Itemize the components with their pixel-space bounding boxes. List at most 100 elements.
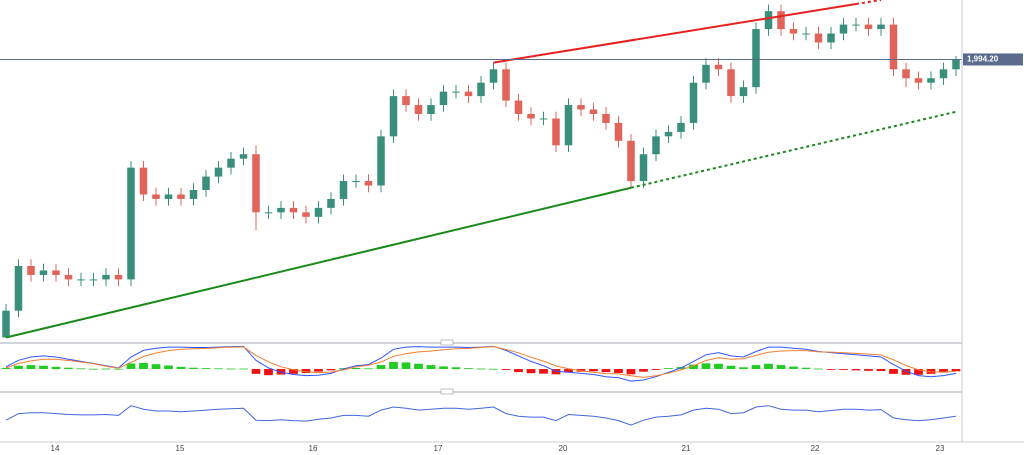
trendline [855,0,882,6]
candle-body [827,33,835,43]
histogram-bar [114,368,123,370]
histogram-bar [664,368,673,370]
candle-body [227,158,235,168]
last-price-tag [963,53,1023,66]
histogram-bar [39,365,48,370]
histogram-bar [26,365,36,370]
candle-body [302,212,310,217]
panel-separator[interactable] [0,391,962,393]
candle-body [477,82,485,97]
histogram-bar [501,369,511,370]
candle-body [89,279,98,281]
trendline [5,186,632,339]
candle-body [752,29,760,88]
histogram-bar [689,364,698,370]
histogram-bar [189,367,198,370]
histogram-bar [326,369,336,371]
histogram-bar [564,369,573,373]
histogram-bar [826,369,836,370]
trendline [630,110,957,189]
trendline [493,3,857,64]
histogram-bar [714,363,723,370]
candle-body [552,118,560,146]
candle-body [114,274,123,280]
candle-body [839,24,848,34]
candle-body [539,118,548,120]
histogram-bar [626,369,636,375]
candle-body [564,105,573,146]
candle-body [739,87,748,97]
histogram-bar [414,363,423,370]
candle-body [902,69,910,79]
candle-body [139,167,148,195]
candle-body [952,59,960,70]
candle-body [189,190,198,199]
histogram-bar [351,367,361,370]
x-tick-label: 22 [811,444,820,453]
candle-body [714,64,723,70]
histogram-bar [364,368,373,370]
candle-body [664,131,673,137]
x-tick-label: 15 [176,444,185,453]
histogram-bar [639,369,648,372]
histogram-bar [14,365,23,370]
histogram-bar [239,368,248,370]
histogram-bar [139,362,148,370]
histogram-bar [451,367,461,370]
histogram-bar [526,369,536,374]
candle-body [427,105,435,114]
candle-body [389,96,398,137]
histogram-bar [51,366,61,370]
candle-body [339,181,348,199]
separator-handle[interactable] [440,388,454,395]
candle-body [514,100,523,114]
candle-body [939,69,948,79]
candle-body [777,11,785,30]
histogram-bar [389,362,398,370]
overlay-layer: 1,994.20 14 15 16 17 20 21 22 23 [51,53,1023,453]
candle-body [689,82,698,123]
x-tick-label: 23 [936,444,945,453]
candle-body [102,274,110,280]
histogram-bar [614,369,623,373]
candle-body [164,194,173,199]
panel-separator[interactable] [0,342,962,344]
histogram-bar [426,365,436,370]
histogram-bar [89,368,98,370]
candle-body [864,24,873,30]
candle-body [502,69,510,101]
candle-body [439,91,448,106]
candle-body [127,167,135,280]
candle-body [214,167,223,177]
histogram-bar [464,368,473,370]
histogram-bar [839,369,848,370]
histogram-bar [439,366,448,370]
candle-body [14,266,23,311]
candle-body [52,270,60,275]
candle-body [264,212,273,214]
candle-body [489,69,498,83]
histogram-bar [201,368,211,370]
histogram-bar [789,366,798,370]
candle-body [2,310,10,338]
histogram-bar [289,369,298,374]
last-price-label: 1,994.20 [967,55,999,64]
x-tick-label: 16 [309,444,318,453]
candle-body [364,181,373,186]
candle-body [352,181,360,183]
histogram-bar [814,368,823,370]
histogram-bar [901,369,911,375]
candle-body [277,207,285,213]
histogram-bar [864,369,873,371]
histogram-bar [226,368,236,370]
candle-body [652,136,660,155]
histogram-bar [251,369,261,374]
histogram-bar [801,367,811,370]
histogram-bar [914,369,923,375]
separator-handle[interactable] [440,339,454,346]
candle-body [527,114,535,119]
candle-body [327,198,335,208]
histogram-bar [101,368,111,370]
